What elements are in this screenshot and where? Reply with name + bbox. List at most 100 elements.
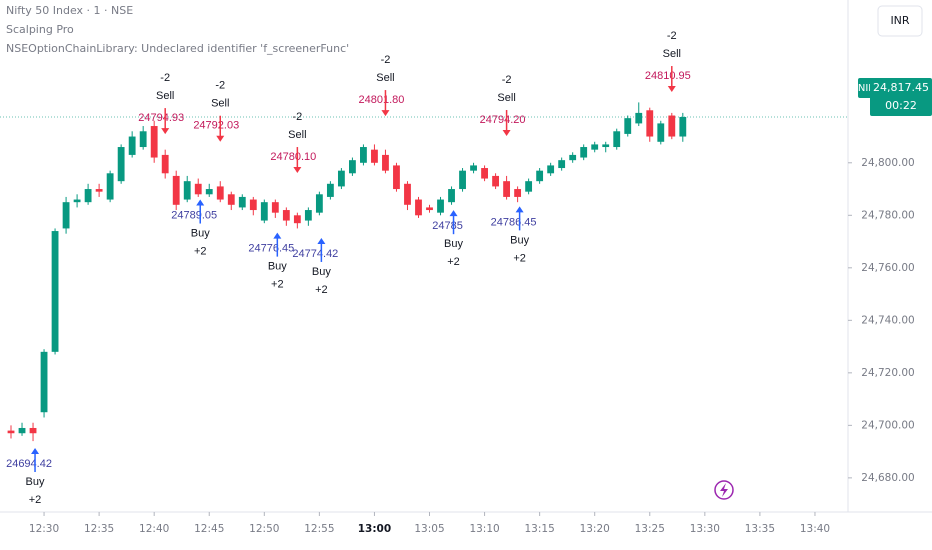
signal-arrowhead	[196, 199, 205, 206]
candle-body	[536, 170, 544, 182]
signal-arrowhead	[317, 237, 326, 244]
candle-body	[459, 170, 466, 190]
candle-body	[18, 427, 26, 434]
signal-action: Sell	[497, 92, 515, 104]
signal-price: 24780.10	[270, 151, 316, 163]
indicator-name[interactable]: Scalping Pro	[6, 23, 74, 36]
candle-body	[293, 215, 301, 224]
signal-price: 24794.20	[480, 114, 526, 126]
signal-price: 24801.80	[359, 94, 405, 106]
candle-body	[448, 189, 455, 203]
candle-body	[635, 112, 643, 124]
candle-body	[304, 210, 312, 221]
candle-body	[337, 170, 345, 187]
candle-body	[481, 168, 488, 179]
signal-qty: -2	[215, 80, 225, 92]
signal-action: Buy	[268, 261, 287, 273]
signal-action: Buy	[191, 227, 210, 239]
signal-price: 24786.45	[491, 216, 537, 228]
candle-body	[95, 189, 103, 192]
candle-body	[139, 131, 147, 148]
candle-body	[172, 175, 180, 205]
candle-body	[73, 199, 81, 203]
x-tick-label: 12:50	[249, 523, 279, 535]
signal-qty: +2	[271, 279, 284, 291]
x-tick-label: 13:10	[469, 523, 499, 535]
candle-body	[51, 231, 59, 352]
signal-action: Sell	[211, 98, 229, 110]
candle-body	[84, 189, 92, 203]
candle-body	[315, 194, 323, 213]
signal-action: Buy	[444, 238, 463, 250]
candle-body	[679, 116, 687, 137]
candle-body	[29, 427, 37, 434]
y-tick-label: 24,720.00	[861, 367, 914, 379]
candle-body	[580, 147, 588, 158]
candle-body	[62, 202, 70, 229]
signal-price: 24792.03	[193, 120, 239, 132]
candle-body	[404, 183, 411, 205]
candle-body	[437, 199, 444, 213]
candle-body	[216, 186, 224, 200]
signal-action: Sell	[288, 129, 306, 141]
signal-arrowhead	[515, 206, 524, 213]
signal-arrowhead	[381, 110, 390, 117]
candle-body	[205, 189, 213, 195]
price-tag	[870, 78, 932, 116]
x-tick-label: 13:05	[414, 523, 444, 535]
signal-arrowhead	[273, 232, 282, 239]
alert-icon[interactable]	[714, 480, 734, 500]
signal-qty: +2	[513, 252, 526, 264]
signal-price: 24776.45	[248, 243, 294, 255]
candle-body	[227, 194, 235, 205]
candle-body	[282, 210, 290, 221]
alert-bolt	[720, 483, 728, 497]
currency-label: INR	[890, 14, 909, 27]
candle-body	[7, 430, 15, 434]
x-tick-label: 12:35	[84, 523, 114, 535]
x-tick-label: 13:25	[635, 523, 665, 535]
candle-body	[382, 154, 389, 171]
x-tick-label: 13:40	[800, 523, 830, 535]
price-tag-value: 24,817.45	[873, 81, 929, 94]
candle-body	[602, 144, 610, 148]
signal-arrowhead	[293, 167, 302, 174]
signal-price: 24785	[432, 220, 463, 232]
y-tick-label: 24,700.00	[861, 419, 914, 431]
candle-body	[470, 165, 477, 171]
signal-arrowhead	[502, 130, 511, 137]
candle-body	[492, 175, 499, 187]
symbol-title: Nifty 50 Index · 1 · NSE	[6, 4, 133, 17]
candle-body	[194, 183, 202, 195]
signal-action: Sell	[156, 90, 174, 102]
y-tick-label: 24,740.00	[861, 314, 914, 326]
signal-qty: -2	[381, 54, 391, 66]
candle-body	[646, 110, 654, 137]
y-tick-label: 24,680.00	[861, 472, 914, 484]
candle-body	[150, 126, 158, 158]
x-tick-label: 13:00	[358, 523, 391, 535]
signal-arrowhead	[161, 128, 170, 135]
x-tick-label: 12:55	[304, 523, 334, 535]
signal-action: Buy	[312, 266, 331, 278]
signal-arrowhead	[31, 448, 40, 455]
candle-body	[525, 181, 533, 192]
x-tick-label: 13:20	[580, 523, 610, 535]
candle-body	[514, 189, 522, 197]
signal-qty: +2	[29, 494, 42, 506]
x-tick-label: 12:45	[194, 523, 224, 535]
candle-body	[271, 202, 279, 213]
signal-price: 24794.93	[138, 112, 184, 124]
signal-action: Buy	[510, 234, 529, 246]
price-tag-countdown: 00:22	[885, 99, 917, 112]
signal-qty: +2	[315, 284, 328, 296]
y-tick-label: 24,760.00	[861, 262, 914, 274]
candle-body	[249, 199, 257, 211]
candle-body	[117, 147, 125, 182]
candle-body	[238, 196, 246, 208]
x-tick-label: 13:35	[745, 523, 775, 535]
currency-button[interactable]	[877, 5, 923, 37]
signal-qty: -2	[667, 30, 677, 42]
candle-body	[624, 118, 632, 134]
